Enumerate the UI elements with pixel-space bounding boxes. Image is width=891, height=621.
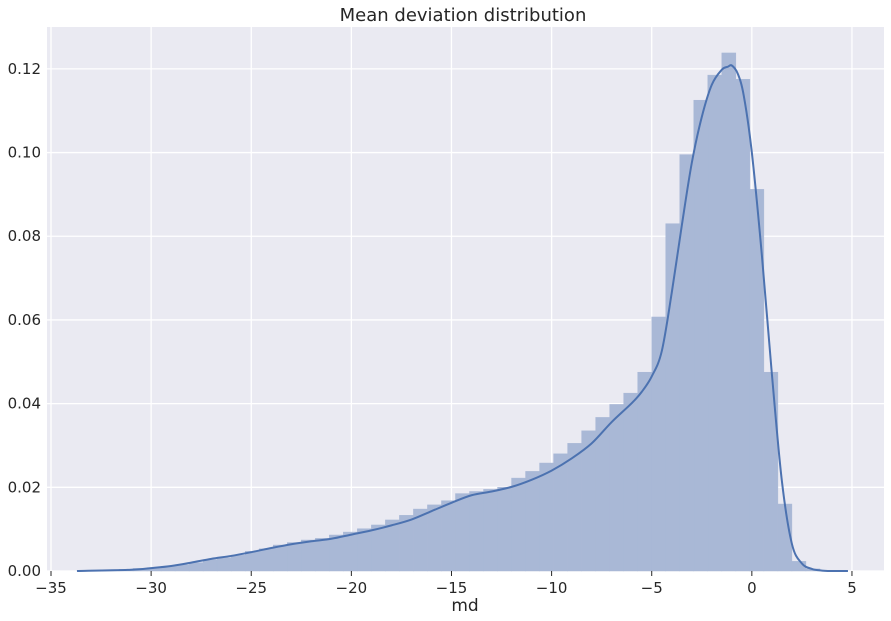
histogram-bar (230, 554, 246, 572)
histogram-bar (343, 531, 358, 572)
x-tick-label: −35 (35, 579, 67, 597)
histogram-bars (76, 52, 835, 572)
y-tick-label: 0.10 (8, 144, 41, 162)
histogram-bar (497, 487, 512, 572)
x-tick-label: −25 (235, 579, 267, 597)
histogram-bar (427, 504, 442, 572)
histogram-bar (679, 154, 695, 572)
histogram-bar (483, 489, 498, 572)
histogram-bar (721, 52, 737, 572)
y-tick-label: 0.06 (8, 311, 41, 329)
histogram-bar (553, 453, 568, 572)
y-axis-ticks: 0.00 0.02 0.04 0.06 0.08 0.10 0.12 (8, 60, 41, 580)
histogram-bar (511, 477, 526, 572)
histogram-bar (399, 515, 414, 572)
histogram-bar (287, 542, 302, 572)
histogram-bar (216, 557, 232, 572)
histogram-bar (665, 223, 681, 572)
histogram-bar (469, 491, 484, 572)
histogram-bar (301, 539, 316, 572)
x-tick-label: −5 (641, 579, 663, 597)
histogram-bar (623, 392, 638, 572)
x-tick-label: −30 (135, 579, 167, 597)
chart-title: Mean deviation distribution (340, 5, 587, 26)
x-tick-label: 5 (847, 579, 857, 597)
histogram-bar (735, 79, 751, 572)
histogram-bar (455, 493, 470, 572)
y-tick-label: 0.02 (8, 478, 41, 496)
histogram-bar (441, 500, 456, 572)
histogram-bar (567, 443, 582, 572)
histogram-bar (693, 99, 709, 572)
histogram-bar (707, 74, 723, 572)
y-tick-label: 0.00 (8, 562, 41, 580)
x-tick-label: −20 (336, 579, 368, 597)
histogram-bar (637, 371, 652, 572)
histogram-bar (581, 430, 596, 572)
histogram-bar (539, 462, 554, 572)
histogram-bar (315, 538, 330, 572)
x-tick-label: 0 (747, 579, 757, 597)
histogram-bar (244, 551, 260, 572)
histogram-bar (385, 519, 400, 572)
histogram-bar (202, 559, 218, 572)
histogram-bar (259, 548, 274, 572)
histogram-bar (371, 524, 386, 572)
x-axis-label: md (451, 596, 478, 616)
kde-curve (77, 64, 848, 573)
histogram-bar (609, 404, 624, 572)
y-tick-label: 0.12 (8, 60, 41, 78)
histogram-bar (525, 471, 540, 572)
y-tick-label: 0.04 (8, 395, 41, 413)
x-tick-label: −15 (436, 579, 468, 597)
histogram-bar (651, 316, 666, 572)
x-tick-label: −10 (536, 579, 568, 597)
histogram-bar (188, 562, 204, 572)
histogram-bar (357, 528, 372, 572)
histogram-bar (595, 417, 610, 572)
histogram-bar (763, 371, 779, 572)
histogram-bar (273, 544, 288, 572)
x-axis-ticks: −35 −30 −25 −20 −15 −10 −5 0 5 (35, 571, 857, 597)
y-tick-label: 0.08 (8, 227, 41, 245)
histogram-bar (329, 534, 344, 572)
